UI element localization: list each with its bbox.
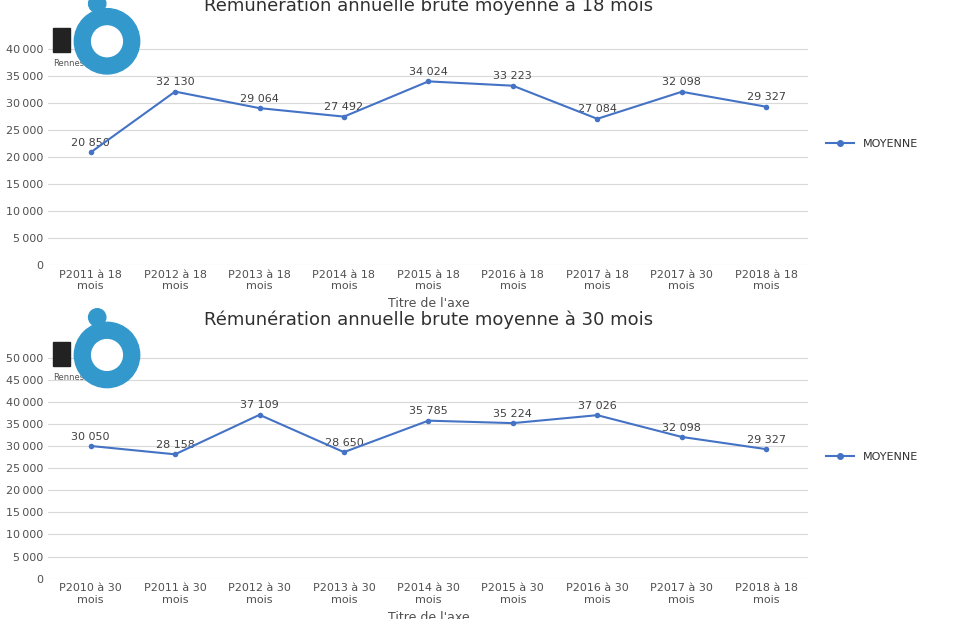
Text: 32 098: 32 098 [662,423,702,433]
Text: 32 098: 32 098 [662,77,702,87]
Text: 28 158: 28 158 [156,440,194,450]
Text: 35 224: 35 224 [493,409,532,419]
Legend: MOYENNE: MOYENNE [822,134,923,153]
Text: 30 050: 30 050 [71,431,110,441]
Text: Rennes·Bretagne: Rennes·Bretagne [53,59,126,68]
Text: Rennes·Bretagne: Rennes·Bretagne [53,373,126,382]
Text: 29 327: 29 327 [747,435,786,445]
Text: 37 109: 37 109 [240,400,279,410]
Text: 37 026: 37 026 [578,401,617,411]
Title: Rémunération annuelle brute moyenne à 30 mois: Rémunération annuelle brute moyenne à 30… [204,310,653,329]
Text: 32 130: 32 130 [156,77,194,87]
Text: 33 223: 33 223 [493,71,532,81]
Title: Rémunération annuelle brute moyenne à 18 mois: Rémunération annuelle brute moyenne à 18… [204,0,653,15]
Text: 34 024: 34 024 [409,67,448,77]
Text: 20 850: 20 850 [71,138,110,148]
Text: 28 650: 28 650 [325,438,363,448]
Text: 29 327: 29 327 [747,92,786,102]
X-axis label: Titre de l'axe: Titre de l'axe [387,297,469,310]
Legend: MOYENNE: MOYENNE [822,448,923,467]
Text: 29 064: 29 064 [240,93,279,104]
Text: 35 785: 35 785 [409,406,448,417]
Text: 27 084: 27 084 [578,105,617,115]
X-axis label: Titre de l'axe: Titre de l'axe [387,610,469,619]
Text: 27 492: 27 492 [325,102,363,112]
